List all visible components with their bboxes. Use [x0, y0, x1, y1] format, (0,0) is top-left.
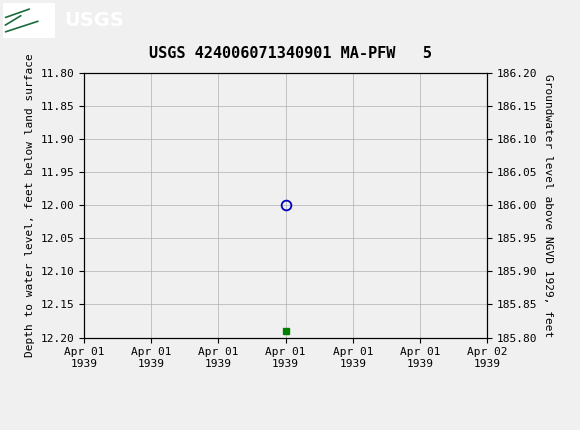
Y-axis label: Groundwater level above NGVD 1929, feet: Groundwater level above NGVD 1929, feet: [543, 74, 553, 337]
Y-axis label: Depth to water level, feet below land surface: Depth to water level, feet below land su…: [25, 53, 35, 357]
Text: USGS: USGS: [64, 11, 124, 30]
Text: USGS 424006071340901 MA-PFW   5: USGS 424006071340901 MA-PFW 5: [148, 46, 432, 61]
FancyBboxPatch shape: [3, 3, 55, 37]
